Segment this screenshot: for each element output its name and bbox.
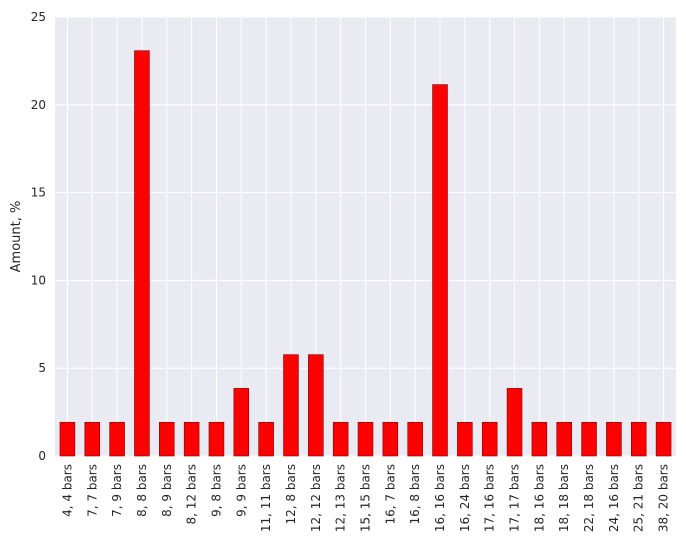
bar (233, 388, 250, 457)
y-tick-label: 20 (31, 98, 46, 112)
x-tick-label: 12, 12 bars (309, 464, 323, 532)
x-tick-label: 7, 7 bars (85, 464, 99, 517)
bar (59, 421, 76, 457)
x-tick-label: 18, 16 bars (532, 464, 546, 532)
bar (258, 421, 274, 457)
x-tick-label: 16, 8 bars (408, 464, 422, 525)
x-tick-label: 16, 24 bars (458, 464, 472, 532)
bar (332, 421, 349, 457)
x-tick-label: 8, 12 bars (185, 464, 199, 525)
bar (630, 421, 647, 457)
y-axis-ticks: 0 5 10 15 20 25 (31, 10, 46, 463)
x-tick-label: 25, 21 bars (632, 464, 646, 532)
bar (531, 421, 548, 457)
y-axis-label: Amount, % (9, 201, 24, 273)
bar (655, 421, 672, 457)
y-tick-label: 15 (31, 186, 46, 200)
x-axis-ticks: 4, 4 bars 7, 7 bars 7, 9 bars 8, 8 bars 8, 9… (60, 464, 670, 532)
bars (59, 50, 672, 457)
bar (84, 421, 101, 457)
x-tick-label: 4, 4 bars (60, 464, 74, 517)
x-tick-label: 9, 8 bars (209, 464, 223, 517)
y-tick-label: 25 (31, 10, 46, 24)
x-tick-label: 15, 15 bars (359, 464, 373, 532)
bar (556, 421, 572, 457)
bar (134, 50, 150, 457)
bar (208, 421, 225, 457)
x-tick-label: 16, 16 bars (433, 464, 447, 532)
x-tick-label: 17, 17 bars (508, 464, 522, 532)
bar (506, 388, 523, 457)
y-tick-label: 0 (38, 449, 46, 463)
bar (308, 354, 324, 457)
bar (357, 421, 374, 457)
x-tick-label: 18, 18 bars (557, 464, 571, 532)
x-tick-label: 9, 9 bars (234, 464, 248, 517)
bar (382, 421, 399, 457)
bar (183, 421, 200, 457)
x-tick-label: 17, 16 bars (483, 464, 497, 532)
bar (481, 421, 498, 457)
x-tick-label: 8, 8 bars (135, 464, 149, 517)
bar (606, 421, 622, 457)
x-tick-label: 12, 8 bars (284, 464, 298, 525)
x-tick-label: 16, 7 bars (383, 464, 397, 525)
bar (457, 421, 473, 457)
x-tick-label: 24, 16 bars (607, 464, 621, 532)
y-tick-label: 10 (31, 273, 46, 287)
x-tick-label: 22, 18 bars (582, 464, 596, 532)
x-tick-label: 7, 9 bars (110, 464, 124, 517)
x-tick-label: 12, 13 bars (334, 464, 348, 532)
x-tick-label: 38, 20 bars (657, 464, 671, 532)
bar (159, 421, 175, 457)
bar (109, 421, 125, 457)
bar (581, 421, 597, 457)
bar (432, 84, 448, 457)
y-tick-label: 5 (38, 361, 46, 375)
bar (407, 421, 423, 457)
bar (283, 354, 299, 457)
x-tick-label: 8, 9 bars (160, 464, 174, 517)
x-tick-label: 11, 11 bars (259, 464, 273, 532)
